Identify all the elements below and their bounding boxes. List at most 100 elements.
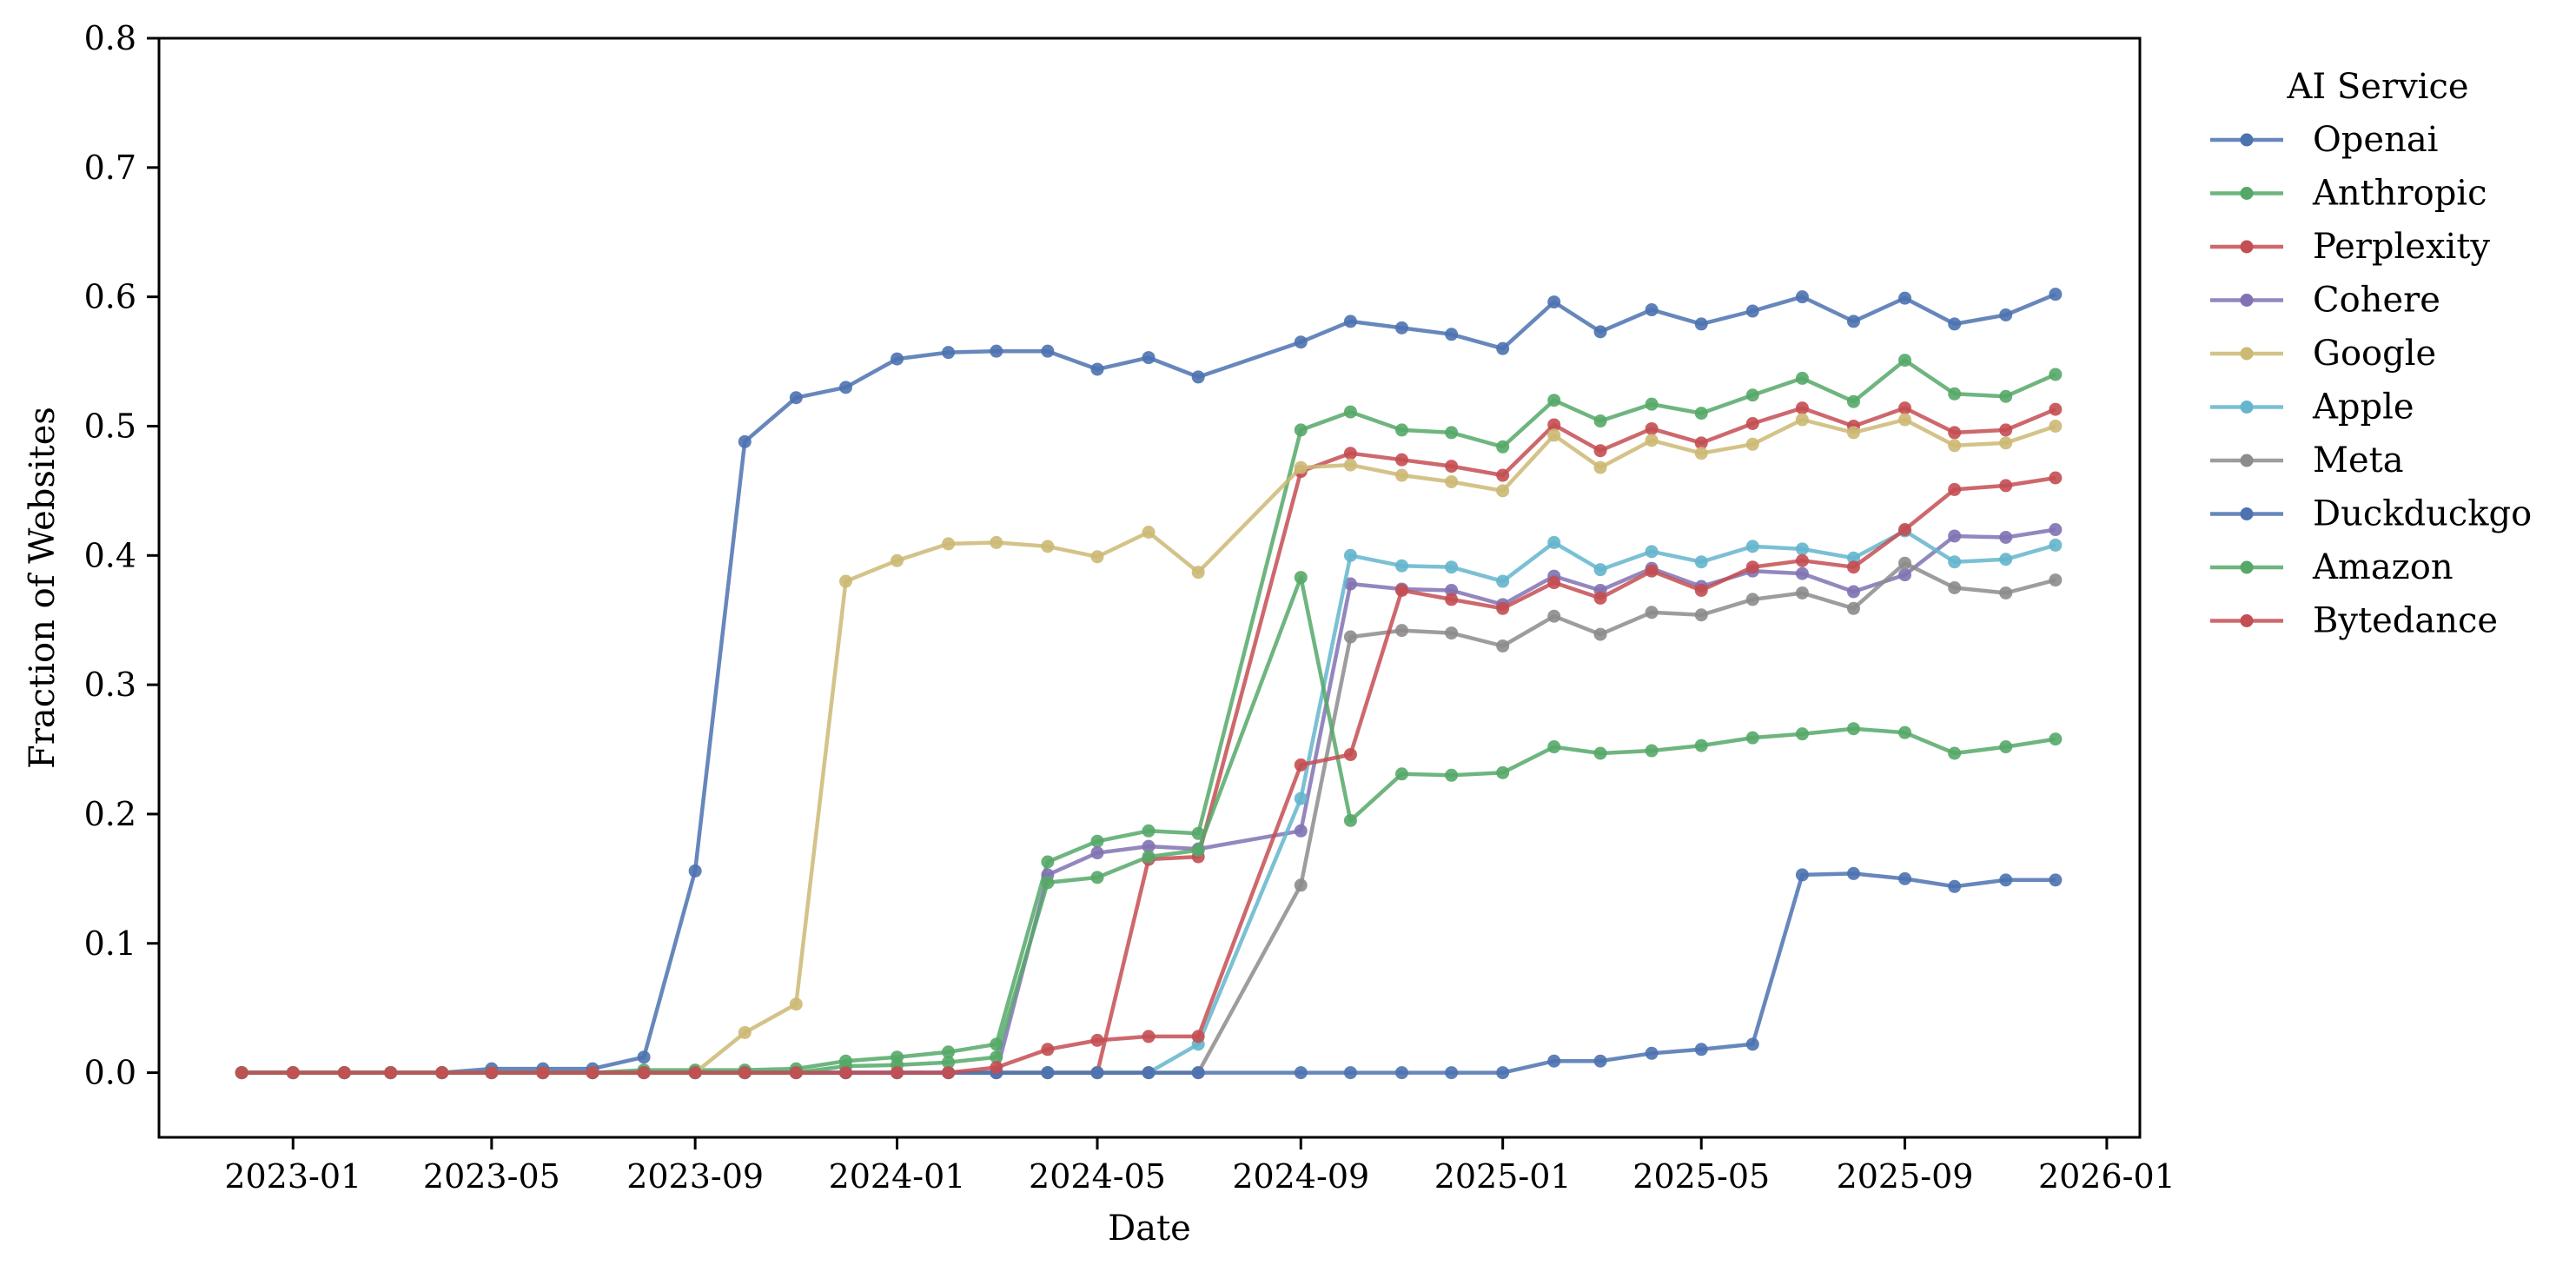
data-point [1090, 550, 1104, 564]
data-point [1795, 290, 1809, 304]
data-point [1294, 758, 1308, 772]
data-point [838, 381, 852, 394]
data-point [1694, 555, 1708, 569]
data-point [1645, 545, 1659, 559]
data-point [1745, 593, 1759, 606]
data-point [1191, 370, 1205, 384]
y-tick-label: 0.0 [84, 1054, 136, 1092]
data-point [1445, 583, 1459, 597]
series-openai [235, 288, 2063, 1080]
data-point [1294, 460, 1308, 474]
data-point [1547, 428, 1561, 442]
data-point [1445, 426, 1459, 440]
data-point [384, 1066, 398, 1080]
data-point [1898, 401, 1912, 415]
legend-swatch-marker [2240, 614, 2254, 627]
data-point [1142, 850, 1156, 864]
x-tick-label: 2023-05 [423, 1157, 560, 1196]
legend-item: Google [2210, 334, 2436, 374]
data-point [1846, 585, 1860, 599]
data-point [1999, 586, 2013, 600]
legend-label: Cohere [2313, 281, 2440, 321]
data-point [1547, 576, 1561, 590]
x-tick-label: 2024-09 [1232, 1157, 1369, 1196]
x-axis: 2023-01 2023-05 2023-09 2024-01 2024-05 2024-… [224, 1137, 2175, 1196]
x-tick-label: 2025-09 [1837, 1157, 1974, 1196]
legend: AI Service Openai Anthropic Perplexity Cohe… [2210, 67, 2532, 641]
data-point [1694, 436, 1708, 450]
data-point [1795, 542, 1809, 556]
y-tick-label: 0.8 [84, 19, 136, 57]
legend-label: Anthropic [2312, 174, 2487, 214]
data-point [1999, 740, 2013, 754]
data-point [1294, 878, 1308, 892]
data-point [1496, 765, 1510, 779]
data-point [1795, 566, 1809, 580]
data-point [1496, 1066, 1510, 1080]
data-point [2049, 419, 2063, 433]
data-point [2049, 573, 2063, 587]
x-tick-label: 2024-01 [829, 1157, 966, 1196]
data-point [1948, 555, 1962, 569]
legend-item: Bytedance [2210, 601, 2498, 641]
legend-item: Perplexity [2210, 227, 2490, 267]
data-point [1795, 553, 1809, 567]
data-point [838, 574, 852, 588]
data-point [1496, 484, 1510, 498]
data-point [1645, 744, 1659, 758]
data-point [1394, 423, 1408, 437]
y-axis: 0.0 0.1 0.2 0.3 0.4 0.5 0.6 0.7 0.8 [84, 19, 159, 1092]
data-point [1999, 389, 2013, 403]
data-point [1394, 453, 1408, 467]
series-duckduckgo [235, 866, 2063, 1080]
plot-frame [157, 36, 2142, 1139]
x-tick-label: 2024-05 [1029, 1157, 1166, 1196]
data-point [1041, 876, 1055, 890]
data-point [1898, 291, 1912, 305]
data-point [1142, 839, 1156, 853]
series-anthropic [235, 354, 2063, 1080]
data-point [1191, 844, 1205, 858]
data-point [1846, 601, 1860, 615]
data-point [1898, 523, 1912, 537]
data-point [1745, 540, 1759, 553]
data-point [1547, 295, 1561, 309]
x-tick-label: 2023-01 [224, 1157, 361, 1196]
data-point [1394, 583, 1408, 597]
data-point [1496, 601, 1510, 615]
data-point [1496, 639, 1510, 653]
series-line-meta [242, 560, 2056, 1075]
data-point [1898, 568, 1912, 582]
data-point [990, 1061, 1003, 1075]
data-point [1445, 626, 1459, 640]
data-point [1090, 1066, 1104, 1080]
data-point [2049, 402, 2063, 416]
data-point [1645, 434, 1659, 447]
data-point [1948, 439, 1962, 453]
legend-swatch-marker [2240, 240, 2254, 254]
data-point [1999, 530, 2013, 544]
data-point [1593, 460, 1607, 474]
data-point [738, 434, 752, 448]
data-point [2049, 538, 2063, 552]
data-point [1394, 468, 1408, 482]
data-point [1645, 397, 1659, 411]
data-point [1645, 421, 1659, 435]
y-tick-label: 0.2 [84, 795, 136, 833]
data-point [1090, 362, 1104, 376]
data-point [1142, 351, 1156, 365]
data-point [1394, 1066, 1408, 1080]
x-tick-label: 2023-09 [626, 1157, 764, 1196]
series-cohere [235, 523, 2063, 1080]
data-point [1394, 624, 1408, 638]
data-point [1547, 394, 1561, 407]
legend-swatch-marker [2240, 560, 2254, 574]
data-point [942, 346, 956, 360]
data-point [1745, 416, 1759, 430]
series-perplexity [235, 401, 2063, 1080]
data-point [1041, 855, 1055, 869]
legend-swatch-marker [2240, 347, 2254, 361]
data-point [688, 864, 702, 878]
legend-label: Meta [2313, 441, 2404, 480]
